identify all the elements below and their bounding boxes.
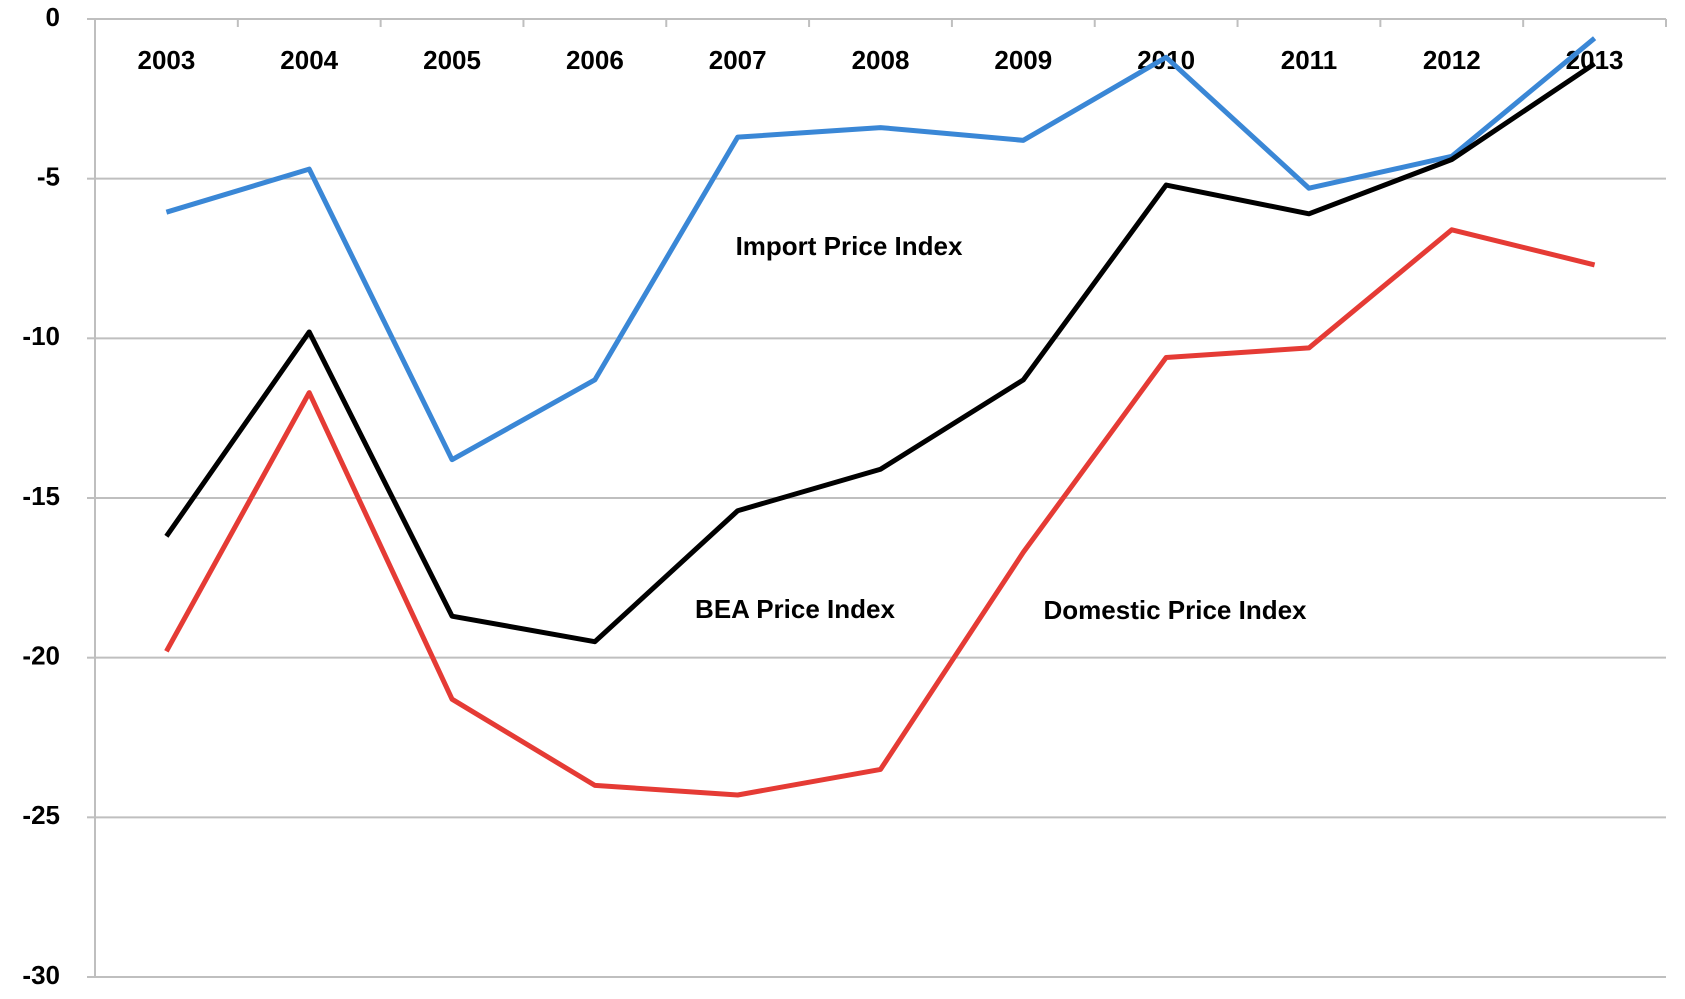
y-tick-label: -25: [22, 800, 60, 830]
y-tick-label: -20: [22, 641, 60, 671]
x-tick-label: 2013: [1566, 45, 1624, 75]
series-line: [164, 61, 1596, 645]
series-line: [164, 227, 1596, 798]
x-tick-label: 2008: [852, 45, 910, 75]
x-tick-label: 2012: [1423, 45, 1481, 75]
x-tick-label: 2003: [137, 45, 195, 75]
x-tick-label: 2004: [280, 45, 338, 75]
series-label: Domestic Price Index: [1044, 595, 1308, 625]
y-tick-label: -30: [22, 960, 60, 990]
y-tick-label: 0: [46, 2, 60, 32]
series-line: [165, 36, 1597, 463]
x-tick-label: 2011: [1281, 45, 1337, 75]
x-tick-label: 2006: [566, 45, 624, 75]
x-tick-label: 2005: [423, 45, 481, 75]
y-tick-label: -5: [37, 162, 60, 192]
x-tick-label: 2007: [709, 45, 767, 75]
series-label: Import Price Index: [736, 231, 963, 261]
series-label: BEA Price Index: [695, 594, 895, 624]
x-tick-label: 2009: [994, 45, 1052, 75]
y-tick-label: -15: [22, 481, 60, 511]
y-tick-label: -10: [22, 321, 60, 351]
